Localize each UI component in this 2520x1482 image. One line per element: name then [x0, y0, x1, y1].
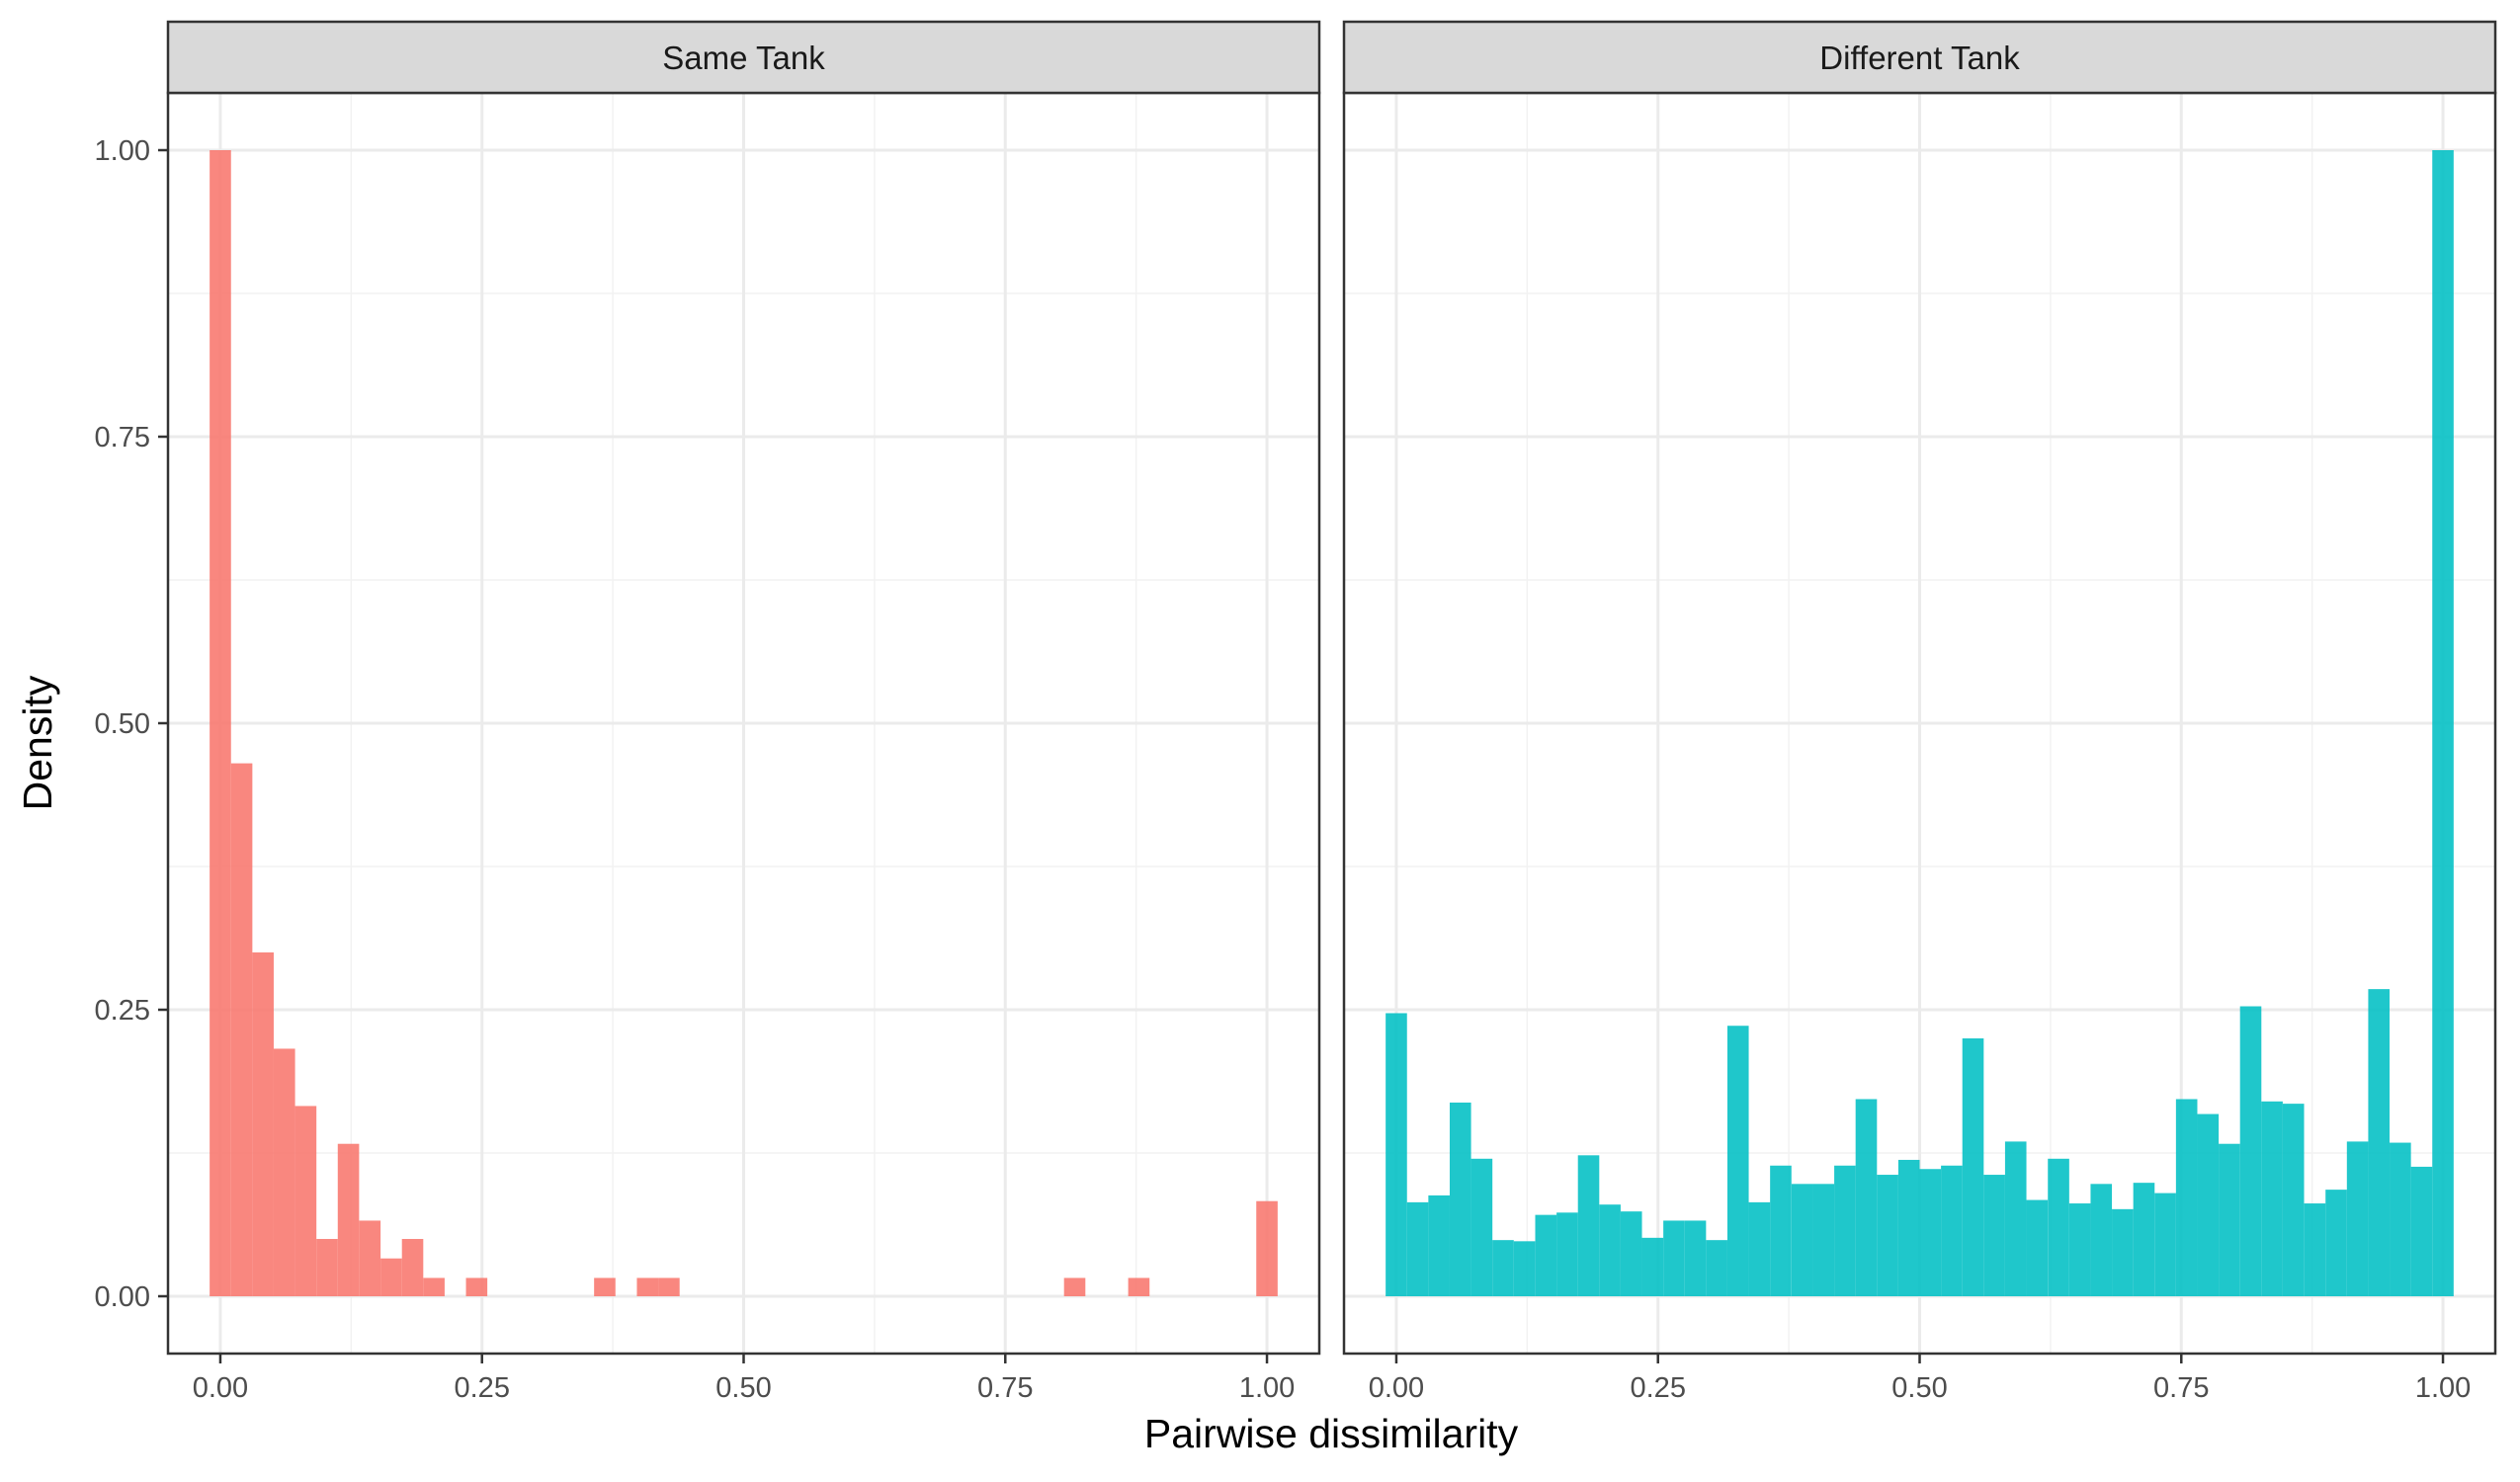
histogram-bar: [1492, 1240, 1514, 1296]
histogram-bar: [1386, 1013, 1407, 1296]
x-tick-label: 1.00: [2415, 1372, 2471, 1404]
x-tick-label: 0.00: [193, 1372, 248, 1404]
histogram-bar: [1406, 1201, 1429, 1296]
facet-strip: [166, 20, 1321, 95]
x-tick-label: 0.25: [1631, 1372, 1686, 1404]
histogram-bar: [1556, 1212, 1578, 1296]
histogram-bar: [423, 1277, 445, 1296]
histogram-bar: [252, 952, 274, 1296]
histogram-bar: [1855, 1099, 1878, 1296]
x-tick-label: 0.75: [2153, 1372, 2209, 1404]
facet-strip-label: Same Tank: [662, 40, 825, 76]
histogram-bars: [210, 150, 1278, 1296]
histogram-bar: [1428, 1194, 1450, 1296]
histogram-bar: [1663, 1220, 1685, 1296]
histogram-bar: [1919, 1169, 1942, 1296]
histogram-bar: [2112, 1208, 2134, 1296]
histogram-bar: [1770, 1165, 1792, 1296]
histogram-bar: [2048, 1158, 2069, 1296]
histogram-bar: [1983, 1175, 2005, 1296]
histogram-bar: [1599, 1204, 1621, 1296]
histogram-bar: [2368, 989, 2391, 1296]
histogram-bar: [380, 1258, 402, 1296]
histogram-bar: [1791, 1184, 1813, 1296]
histogram-bar: [2197, 1113, 2220, 1296]
histogram-bar: [1535, 1214, 1557, 1296]
histogram-bar: [465, 1277, 488, 1296]
histogram-bar: [2304, 1203, 2326, 1296]
histogram-bar: [2068, 1203, 2091, 1296]
y-tick-label: 0.75: [95, 422, 150, 453]
histogram-bar: [1748, 1201, 1771, 1296]
histogram-bar: [2219, 1143, 2240, 1296]
x-axis-title: Pairwise dissimilarity: [1144, 1411, 1519, 1456]
x-tick-label: 0.25: [455, 1372, 510, 1404]
histogram-bar: [2390, 1142, 2411, 1296]
x-tick-label: 0.50: [715, 1372, 771, 1404]
histogram-bar: [316, 1239, 338, 1296]
histogram-bar: [1128, 1277, 1150, 1296]
facet-panel-2: Different Tank 0.00 0.25 0.50 0.75 1.00: [1342, 20, 2497, 1404]
histogram-bar: [2282, 1104, 2305, 1296]
histogram-bar: [1684, 1220, 1707, 1296]
x-tick-label: 0.00: [1369, 1372, 1424, 1404]
histogram-bar: [2004, 1141, 2027, 1296]
y-axis-title: Density: [15, 675, 60, 810]
histogram-bar: [1513, 1241, 1536, 1296]
histogram-bar: [1877, 1175, 1898, 1296]
y-tick-label: 0.00: [95, 1281, 150, 1313]
histogram-bar: [2346, 1141, 2369, 1296]
histogram-bar: [294, 1106, 317, 1296]
histogram-bar: [2325, 1190, 2347, 1296]
histogram-bar: [1577, 1155, 1600, 1296]
histogram-bar: [1063, 1277, 1086, 1296]
histogram-bar: [1706, 1240, 1727, 1296]
histogram-bar: [359, 1220, 381, 1296]
histogram-bar: [594, 1277, 616, 1296]
histogram-bars: [1386, 150, 2454, 1296]
histogram-bar: [1897, 1159, 1920, 1296]
y-axis: 0.00 0.25 0.50 0.75 1.00: [95, 135, 168, 1313]
histogram-bar: [1962, 1038, 1984, 1296]
histogram-bar: [2026, 1199, 2049, 1296]
x-tick-label: 1.00: [1239, 1372, 1295, 1404]
histogram-bar: [1470, 1158, 1493, 1296]
histogram-bar: [1256, 1200, 1278, 1296]
y-tick-label: 0.50: [95, 708, 150, 740]
facet-panel-1: Same Tank 0.00 0.25 0.50 0.75 1.00: [166, 20, 1321, 1404]
histogram-bar: [1941, 1165, 1963, 1296]
histogram-bar: [2410, 1166, 2433, 1296]
histogram-bar: [1834, 1165, 1856, 1296]
histogram-bar: [273, 1048, 295, 1296]
histogram-bar: [401, 1239, 424, 1296]
histogram-bar: [230, 763, 253, 1296]
histogram-bar: [1726, 1026, 1749, 1296]
y-tick-label: 1.00: [95, 135, 150, 167]
histogram-bar: [658, 1277, 680, 1296]
histogram-bar: [2090, 1184, 2113, 1296]
histogram-bar: [337, 1143, 360, 1296]
facet-strip-label: Different Tank: [1819, 40, 2020, 76]
y-tick-label: 0.25: [95, 995, 150, 1027]
histogram-bar: [1812, 1184, 1835, 1296]
histogram-bar: [2133, 1183, 2155, 1296]
histogram-bar: [636, 1277, 659, 1296]
histogram-bar: [1449, 1102, 1471, 1296]
histogram-bar: [2154, 1193, 2176, 1296]
histogram-bar: [2239, 1006, 2262, 1296]
x-tick-label: 0.50: [1891, 1372, 1947, 1404]
histogram-bar: [210, 150, 231, 1296]
histogram-bar: [1620, 1211, 1642, 1296]
histogram-bar: [2175, 1099, 2198, 1296]
histogram-bar: [2261, 1101, 2283, 1296]
histogram-bar: [1641, 1237, 1664, 1296]
x-tick-label: 0.75: [977, 1372, 1033, 1404]
histogram-bar: [2432, 150, 2454, 1296]
facet-strip: [1342, 20, 2497, 95]
